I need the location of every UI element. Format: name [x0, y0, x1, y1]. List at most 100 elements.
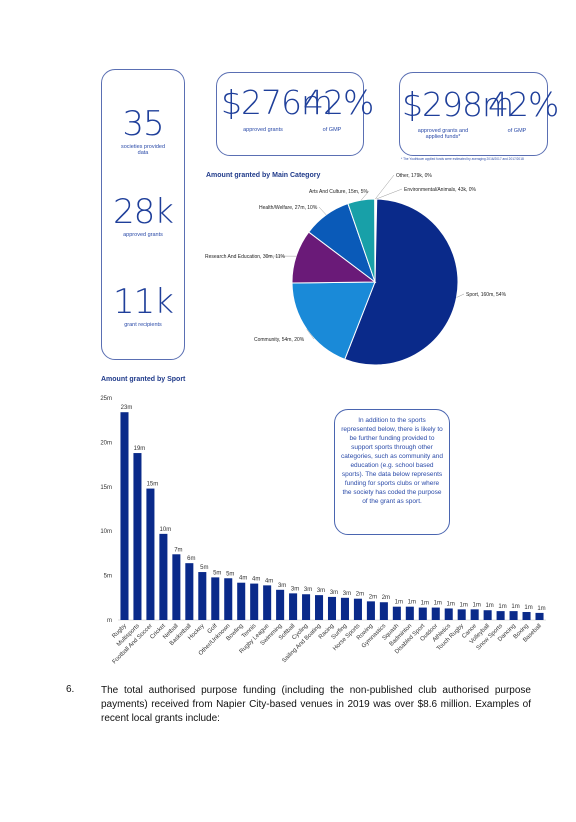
bar	[315, 595, 324, 620]
pie-leader-line	[360, 190, 370, 201]
bar-data-label: 3m	[317, 588, 325, 594]
bar-data-label: 4m	[239, 576, 247, 582]
bar	[405, 606, 414, 620]
bar-data-label: 1m	[524, 605, 532, 611]
paragraph-number: 6.	[66, 684, 75, 695]
recipients-label: grant recipients	[124, 322, 162, 328]
bar-data-label: 5m	[226, 571, 234, 577]
bar	[211, 577, 220, 620]
pie-label: Community, 54m, 20%	[254, 337, 305, 343]
bar-data-label: 19m	[134, 446, 146, 452]
bar-data-label: 5m	[213, 570, 221, 576]
bar-data-label: 1m	[460, 602, 468, 608]
y-tick-label: 25m	[100, 396, 112, 402]
grants-value: 28k	[113, 192, 174, 232]
bar	[172, 554, 181, 620]
bar-data-label: 1m	[408, 600, 416, 606]
pie-label: Other, 179k, 0%	[396, 173, 432, 179]
bar	[120, 412, 129, 620]
bar	[366, 601, 375, 620]
bar-data-label: 3m	[278, 583, 286, 589]
right-stats-card: $298m 42% approved grants and applied fu…	[399, 72, 559, 156]
bar	[353, 598, 362, 620]
bar-data-label: 10m	[160, 527, 172, 533]
right-amount-value: $298m	[402, 85, 514, 124]
bar	[198, 572, 207, 620]
bar-data-label: 3m	[330, 590, 338, 596]
pie-slice	[344, 198, 459, 366]
y-tick-label: 20m	[100, 440, 112, 446]
bar-data-label: 1m	[472, 602, 480, 608]
pie-label: Environmental/Animals, 43k, 0%	[404, 187, 477, 193]
bar-data-label: 15m	[147, 482, 159, 488]
bar	[185, 563, 194, 620]
bar	[159, 533, 168, 620]
bar	[392, 606, 401, 620]
bar	[522, 612, 531, 620]
bar	[224, 578, 233, 620]
bar-data-label: 1m	[447, 601, 455, 607]
societies-label: societies provided data	[120, 144, 166, 156]
bar-data-label: 3m	[291, 586, 299, 592]
societies-value: 35	[122, 104, 164, 144]
pie-leader-line	[456, 293, 465, 298]
pie-leader-line	[318, 206, 327, 216]
mid-amount-label: approved grants	[243, 127, 283, 133]
bar	[237, 582, 246, 620]
bar	[133, 453, 142, 620]
right-footnote: * The Youthtown applied funds were estim…	[401, 157, 524, 161]
bar	[470, 609, 479, 620]
grants-label: approved grants	[123, 232, 163, 238]
pie-label: Health/Welfare, 27m, 10%	[259, 205, 318, 211]
bar	[509, 611, 518, 620]
pie-label: Research And Education, 30m, 11%	[205, 254, 286, 260]
bar-data-label: 1m	[511, 604, 519, 610]
bar	[146, 488, 155, 620]
right-percent-label: of GMP	[507, 128, 527, 134]
bar-data-label: 2m	[369, 594, 377, 600]
left-stats-card: 35 societies provided data 28k approved …	[101, 69, 185, 360]
bar	[289, 593, 298, 620]
pie-label: Arts And Culture, 15m, 5%	[309, 189, 368, 195]
bar	[418, 607, 427, 620]
pie-leader-line	[306, 329, 315, 340]
bar	[444, 608, 453, 620]
bar	[263, 585, 272, 620]
mid-amount-value: $276m	[221, 83, 333, 122]
y-tick-label: 10m	[100, 529, 112, 535]
bar	[276, 589, 285, 620]
bar-note: In addition to the sports represented be…	[334, 409, 450, 535]
right-amount-label: approved grants and applied funds*	[417, 128, 469, 140]
pie-title: Amount granted by Main Category	[206, 172, 321, 179]
y-tick-label: 15m	[100, 485, 112, 491]
pie-leader-line	[375, 174, 395, 200]
y-tick-label: 5m	[104, 574, 112, 580]
bar	[483, 610, 492, 620]
bar	[496, 611, 505, 620]
recipients-value: 11k	[113, 282, 174, 322]
bar-data-label: 1m	[498, 604, 506, 610]
y-tick-label: m	[107, 618, 112, 624]
bar	[379, 602, 388, 620]
bar-data-label: 1m	[537, 606, 545, 612]
mid-stats-card: $276m 42% approved grants of GMP	[216, 72, 374, 156]
pie-chart: Sport, 160m, 54% Community, 54m, 20% Resea…	[205, 173, 507, 366]
bar-title: Amount granted by Sport	[101, 376, 186, 383]
bar	[535, 612, 544, 620]
bar-data-label: 4m	[265, 578, 273, 584]
bar	[457, 609, 466, 620]
bar	[302, 594, 311, 620]
bar	[250, 583, 259, 620]
bar-data-label: 1m	[434, 601, 442, 607]
bar-data-label: 23m	[121, 405, 133, 411]
bar	[431, 607, 440, 620]
bar-data-label: 2m	[382, 595, 390, 601]
bar-data-label: 7m	[174, 547, 182, 553]
mid-percent-label: of GMP	[322, 127, 342, 133]
pie-label: Sport, 160m, 54%	[466, 292, 507, 298]
bar	[340, 597, 349, 620]
bar-data-label: 1m	[485, 603, 493, 609]
bar-data-label: 3m	[343, 591, 351, 597]
right-percent-value: 42%	[488, 85, 559, 124]
